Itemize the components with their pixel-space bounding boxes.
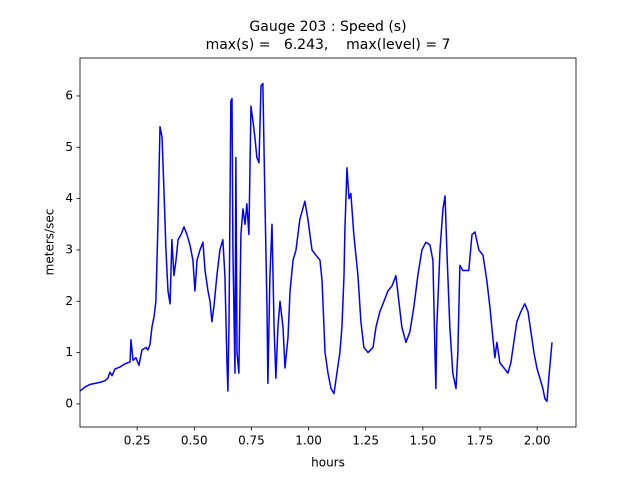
y-tick-label: 0: [65, 396, 73, 410]
y-tick-label: 4: [65, 191, 73, 205]
x-axis-label: hours: [311, 456, 345, 470]
chart-subtitle: max(s) = 6.243, max(level) = 7: [206, 37, 451, 53]
y-tick-label: 6: [65, 88, 73, 102]
x-tick-label: 1.25: [352, 434, 379, 448]
x-tick-label: 0.25: [124, 434, 151, 448]
plot-frame: [79, 57, 577, 428]
y-tick-label: 3: [65, 242, 73, 256]
x-tick-label: 0.50: [181, 434, 208, 448]
chart-title: Gauge 203 : Speed (s): [249, 19, 406, 35]
x-tick-label: 1.50: [409, 434, 436, 448]
x-tick-label: 0.75: [238, 434, 265, 448]
data-line: [79, 82, 553, 403]
x-tick-label: 2.00: [524, 434, 551, 448]
x-tick-label: 1.75: [467, 434, 494, 448]
x-tick-label: 1.00: [295, 434, 322, 448]
y-axis-label: meters/sec: [43, 209, 57, 276]
y-tick-label: 2: [65, 294, 73, 308]
y-tick-label: 1: [65, 345, 73, 359]
y-tick-label: 5: [65, 140, 73, 154]
